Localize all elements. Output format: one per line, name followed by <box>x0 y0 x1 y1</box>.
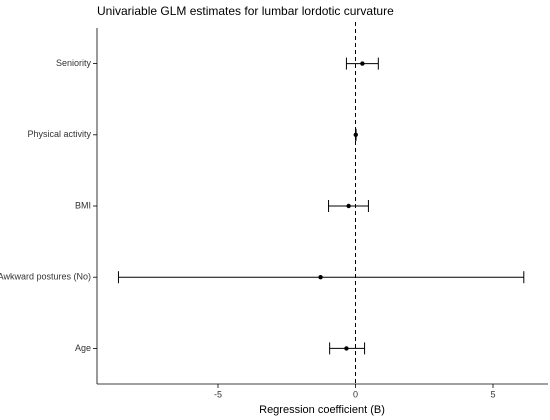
x-axis-label: Regression coefficient (B) <box>259 404 385 416</box>
x-tick-label: 5 <box>490 389 495 399</box>
point-estimate <box>344 346 349 351</box>
y-tick-label: BMI <box>75 200 91 210</box>
point-estimate <box>318 275 323 280</box>
point-estimate <box>353 132 358 137</box>
x-tick-label: -5 <box>214 389 222 399</box>
y-tick-label: Seniority <box>56 58 92 68</box>
y-tick-label: Physical activity <box>27 129 91 139</box>
y-tick-label: Awkward postures (No) <box>0 272 91 282</box>
chart-title: Univariable GLM estimates for lumbar lor… <box>97 4 394 18</box>
point-estimate <box>360 61 365 66</box>
x-tick-label: 0 <box>353 389 358 399</box>
point-estimate <box>346 203 351 209</box>
y-tick-label: Age <box>75 343 91 353</box>
